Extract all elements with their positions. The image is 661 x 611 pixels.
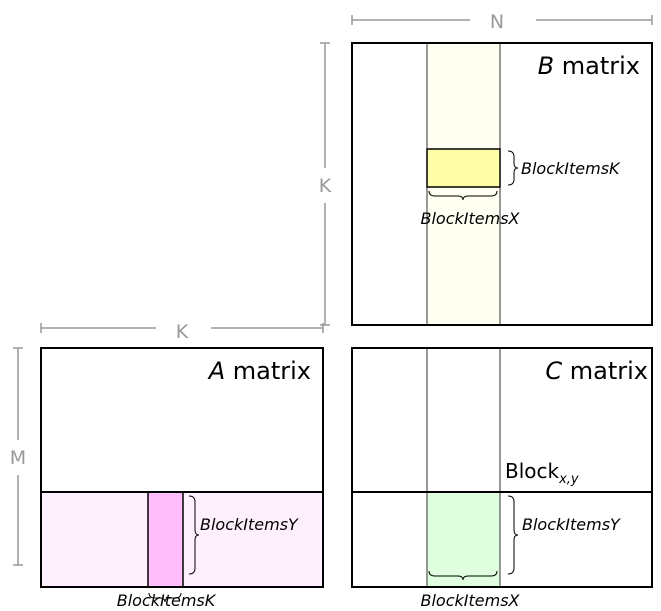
b-label-block-items-k: BlockItemsK xyxy=(521,159,621,178)
brace-icon xyxy=(428,190,498,201)
n-dimension-axis: N xyxy=(351,11,653,33)
a-matrix: A matrix BlockItemsY BlockItemsK xyxy=(40,347,324,610)
c-tile xyxy=(427,492,500,587)
c-matrix: C matrix Blockx,y BlockItemsY BlockItems… xyxy=(351,347,653,610)
k-axis-label-horizontal: K xyxy=(176,321,189,343)
a-label-block-items-y: BlockItemsY xyxy=(200,515,299,534)
m-axis-label: M xyxy=(10,447,26,469)
b-matrix-title: B matrix xyxy=(538,52,640,80)
b-matrix: B matrix BlockItemsK BlockItemsX xyxy=(351,42,653,326)
a-matrix-title: A matrix xyxy=(207,357,311,385)
c-label-block-items-x: BlockItemsX xyxy=(421,591,521,610)
brace-icon xyxy=(188,495,200,575)
c-label-block-items-y: BlockItemsY xyxy=(522,515,621,534)
brace-icon xyxy=(148,592,182,603)
m-dimension-axis: M xyxy=(10,347,26,566)
k-dimension-axis-horizontal: K xyxy=(40,321,324,343)
brace-icon xyxy=(507,150,519,186)
a-label-block-items-k: BlockItemsK xyxy=(117,591,217,610)
brace-icon xyxy=(428,570,498,581)
c-matrix-border xyxy=(351,347,653,588)
c-matrix-title: C matrix xyxy=(545,357,648,385)
c-block-label: Blockx,y xyxy=(505,459,579,487)
a-matrix-border xyxy=(40,347,324,588)
n-axis-label: N xyxy=(490,11,504,33)
b-tile xyxy=(426,148,501,188)
brace-icon xyxy=(507,495,519,575)
b-matrix-border xyxy=(351,42,653,326)
k-dimension-axis-vertical: K xyxy=(319,42,332,326)
b-label-block-items-x: BlockItemsX xyxy=(421,209,521,228)
a-tile xyxy=(147,491,184,588)
k-axis-label-vertical: K xyxy=(319,175,332,197)
